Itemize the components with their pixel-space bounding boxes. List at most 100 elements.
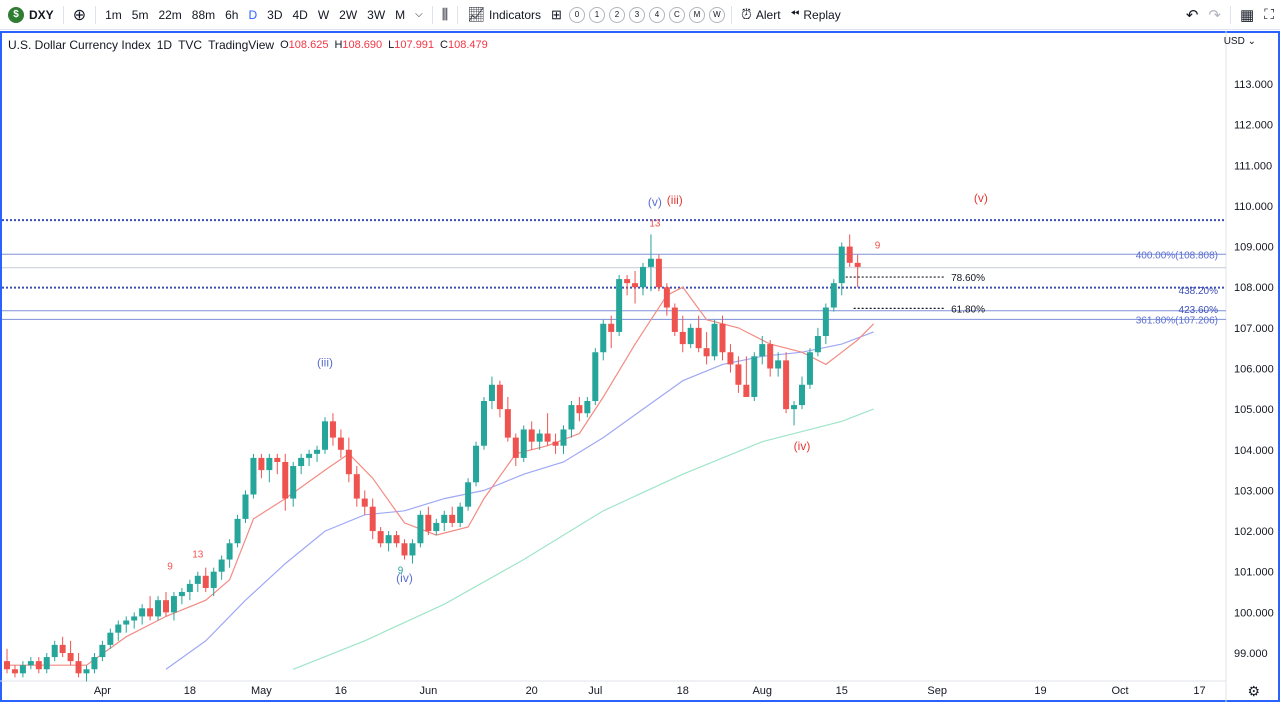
candle-body xyxy=(838,246,845,284)
redo-icon[interactable]: ↷ xyxy=(1208,6,1221,24)
wave-annotation: (iii) xyxy=(317,355,333,369)
timeframe-4d[interactable]: 4D xyxy=(292,7,308,22)
candle-body xyxy=(584,401,591,414)
x-tick-label: 18 xyxy=(184,685,196,697)
candle-body xyxy=(433,522,440,532)
candle-body xyxy=(11,669,18,674)
symbol-search[interactable]: $ DXY xyxy=(0,0,59,30)
layout-table-icon[interactable]: ▦ xyxy=(1240,6,1255,24)
timeframe-3w[interactable]: 3W xyxy=(367,7,386,22)
quick-button-m[interactable]: M xyxy=(688,6,705,23)
candle-body xyxy=(43,657,50,670)
candle-body xyxy=(417,514,424,544)
timeframe-22m[interactable]: 22m xyxy=(158,7,182,22)
candle-body xyxy=(353,474,360,499)
timeframe-3d[interactable]: 3D xyxy=(267,7,283,22)
timeframe-1m[interactable]: 1m xyxy=(105,7,122,22)
candle-body xyxy=(528,429,535,442)
chart-pane[interactable] xyxy=(0,31,1280,702)
candle-body xyxy=(99,644,106,658)
candle-body xyxy=(59,644,66,653)
candle-body xyxy=(814,335,821,353)
wave-annotation: 13 xyxy=(649,218,661,229)
legend-exchange: TVC xyxy=(178,38,203,52)
candle-body xyxy=(369,506,376,532)
fullscreen-icon[interactable]: ⛶ xyxy=(1264,6,1274,22)
quick-button-4[interactable]: 4 xyxy=(648,6,665,23)
candle-body xyxy=(361,498,368,507)
toolbar-divider xyxy=(730,5,732,24)
quick-button-2[interactable]: 2 xyxy=(608,6,625,23)
legend-open: O108.625 xyxy=(280,39,329,51)
compare-add-icon[interactable]: ⊕ xyxy=(72,6,87,24)
x-tick-label: 19 xyxy=(1034,685,1046,697)
gear-icon[interactable]: ⚙ xyxy=(1247,683,1260,699)
indicators-icon: 📈︎ xyxy=(467,6,485,22)
candle-body xyxy=(441,514,448,523)
candle-body xyxy=(687,327,694,345)
quick-button-c[interactable]: C xyxy=(668,6,685,23)
quick-button-w[interactable]: W xyxy=(708,6,725,23)
quick-button-0[interactable]: 0 xyxy=(568,6,585,23)
candle-body xyxy=(322,421,328,450)
candle-body xyxy=(155,600,162,617)
candle-body xyxy=(226,543,233,560)
x-tick-label: 16 xyxy=(335,685,347,697)
candle-body xyxy=(258,457,265,471)
candle-body xyxy=(496,384,503,410)
replay-label: Replay xyxy=(803,7,841,22)
toolbar-divider xyxy=(1230,5,1231,24)
wave-annotation: 9 xyxy=(398,566,404,577)
alert-button[interactable]: ⏰︎ Alert xyxy=(736,0,786,30)
price-chart[interactable]: 113.000 112.000 111.000 110.000 109.000 108.0… xyxy=(0,31,1280,702)
legend-low: L107.991 xyxy=(388,39,435,51)
candle-body xyxy=(568,405,575,430)
chart-type-candles-icon[interactable]: ⫼ xyxy=(441,6,449,22)
candle-body xyxy=(465,482,472,507)
candle-body xyxy=(727,352,734,365)
timeframe-6h[interactable]: 6h xyxy=(225,7,239,22)
y-tick-label: 104.000 xyxy=(1234,445,1274,457)
candle-body xyxy=(298,457,305,467)
candle-body xyxy=(600,323,607,353)
candle-body xyxy=(131,616,138,621)
candle-body xyxy=(695,327,702,349)
candle-body xyxy=(655,258,662,288)
timeframe-dropdown-icon[interactable]: ⌵ xyxy=(415,9,423,20)
timeframe-5m[interactable]: 5m xyxy=(131,7,149,22)
toolbar-divider xyxy=(431,5,433,24)
level-label: 361.80%(107.206) xyxy=(1136,316,1218,327)
y-tick-label: 103.000 xyxy=(1234,485,1274,497)
candle-body xyxy=(647,258,654,267)
y-tick-label: 99.000 xyxy=(1234,648,1268,660)
quick-button-3[interactable]: 3 xyxy=(628,6,645,23)
y-tick-label: 112.000 xyxy=(1234,120,1273,132)
indicators-button[interactable]: 📈︎ Indicators xyxy=(462,0,546,30)
quick-button-1[interactable]: 1 xyxy=(588,6,605,23)
candle-body xyxy=(822,307,829,336)
indicators-label: Indicators xyxy=(489,7,542,22)
y-tick-label: 107.000 xyxy=(1234,323,1274,335)
candle-body xyxy=(671,307,678,332)
replay-button[interactable]: ⏪︎ Replay xyxy=(786,0,846,30)
timeframe-88m[interactable]: 88m xyxy=(191,7,216,22)
candle-body xyxy=(337,437,344,450)
candle-body xyxy=(306,453,313,458)
candle-body xyxy=(409,543,416,556)
alert-clock-icon: ⏰︎ xyxy=(740,6,752,22)
currency-selector[interactable]: USD ⌄ xyxy=(1224,36,1256,47)
timeframe-w[interactable]: W xyxy=(317,7,330,22)
layout-templates-icon[interactable]: ⊞ xyxy=(551,6,562,22)
candle-body xyxy=(314,449,321,454)
undo-icon[interactable]: ↶ xyxy=(1185,6,1199,24)
x-tick-label: Aug xyxy=(752,685,772,697)
candle-body xyxy=(520,429,527,458)
timeframe-d[interactable]: D xyxy=(248,7,258,22)
x-tick-label: Apr xyxy=(94,685,111,697)
timeframe-m[interactable]: M xyxy=(395,7,406,22)
y-tick-label: 105.000 xyxy=(1234,404,1274,416)
wave-annotation: (iii) xyxy=(667,193,683,207)
timeframe-2w[interactable]: 2W xyxy=(339,7,358,22)
y-tick-label: 113.000 xyxy=(1234,79,1273,91)
